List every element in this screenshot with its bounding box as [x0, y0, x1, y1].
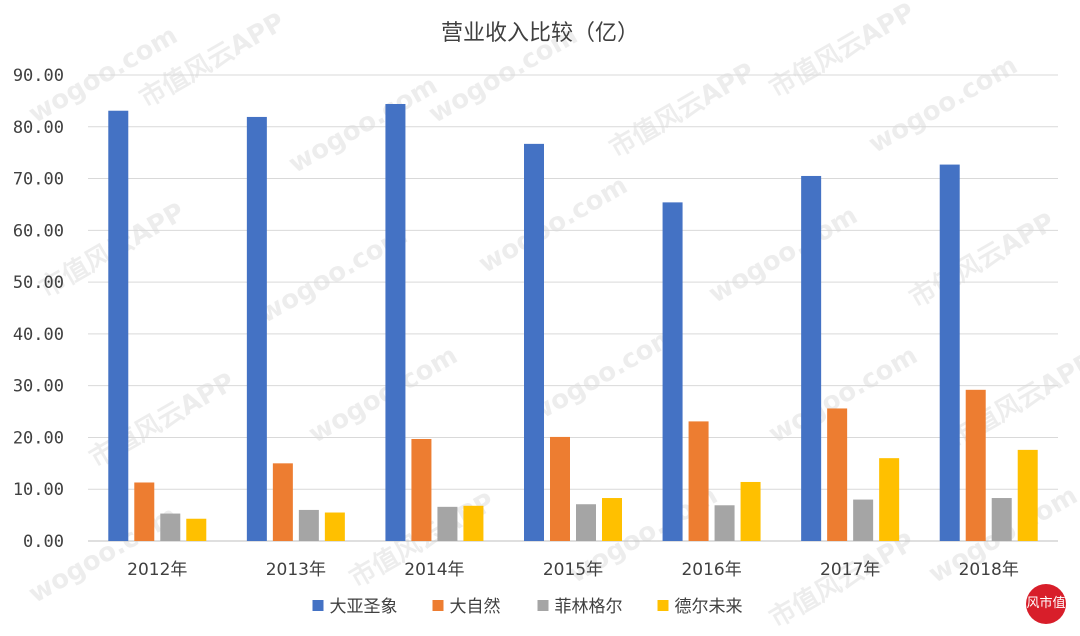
legend-swatch: [312, 600, 324, 611]
legend-swatch: [657, 600, 669, 611]
bar-菲林格尔-2015年: [576, 504, 596, 541]
bar-德尔未来-2014年: [463, 505, 484, 541]
x-tick-label: 2014年: [404, 560, 464, 580]
y-axis: 0.00 10.00 20.00 30.00 40.00 50.00 60.00 70.00 8…: [13, 66, 64, 552]
legend-swatch: [537, 600, 549, 611]
bar-大自然-2018年: [965, 389, 986, 541]
bar-德尔未来-2013年: [324, 512, 345, 541]
y-tick-label: 30.00: [13, 377, 64, 397]
bar-大亚圣象-2013年: [246, 116, 267, 541]
x-axis: 2012年 2013年 2014年 2015年 2016年 2017年 2018年: [127, 560, 1019, 580]
bar-大自然-2013年: [272, 463, 293, 541]
bar-菲林格尔-2012年: [160, 513, 181, 541]
bar-菲林格尔-2014年: [437, 506, 458, 541]
bar-德尔未来-2018年: [1017, 449, 1038, 541]
bar-大亚圣象-2017年: [801, 175, 822, 541]
chart-title: 营业收入比较（亿）: [441, 21, 639, 46]
bar-大亚圣象-2018年: [939, 164, 960, 541]
bar-德尔未来-2016年: [740, 481, 761, 541]
x-tick-label: 2016年: [681, 560, 741, 580]
y-tick-label: 80.00: [13, 118, 64, 138]
bar-大自然-2012年: [134, 482, 155, 541]
bar-德尔未来-2012年: [186, 518, 207, 541]
x-tick-label: 2015年: [543, 560, 603, 580]
legend-label: 菲林格尔: [555, 597, 623, 617]
legend-label: 大亚圣象: [330, 597, 398, 617]
y-tick-label: 0.00: [23, 532, 64, 552]
x-tick-label: 2012年: [127, 560, 187, 580]
y-tick-label: 60.00: [13, 221, 64, 241]
y-tick-label: 20.00: [13, 428, 64, 448]
brand-logo: 风市值: [1026, 584, 1066, 624]
bar-菲林格尔-2018年: [991, 498, 1012, 541]
bar-大亚圣象-2012年: [108, 110, 129, 541]
bar-大自然-2015年: [550, 436, 570, 541]
y-tick-label: 40.00: [13, 325, 64, 345]
y-tick-label: 70.00: [13, 170, 64, 190]
bar-菲林格尔-2013年: [298, 509, 319, 541]
bar-大自然-2016年: [688, 421, 709, 541]
legend-label: 大自然: [450, 597, 501, 617]
x-tick-label: 2018年: [959, 560, 1019, 580]
gridlines: [88, 74, 1058, 542]
legend: 大亚圣象 大自然 菲林格尔 德尔未来: [312, 597, 743, 617]
bar-大亚圣象-2014年: [385, 103, 406, 542]
bar-德尔未来-2017年: [879, 458, 900, 541]
bar-大亚圣象-2016年: [662, 202, 683, 541]
y-tick-label: 50.00: [13, 273, 64, 293]
bars: [108, 103, 1038, 542]
bar-德尔未来-2015年: [602, 498, 622, 541]
legend-swatch: [432, 600, 444, 611]
y-tick-label: 90.00: [13, 66, 64, 86]
bar-菲林格尔-2016年: [714, 505, 735, 541]
bar-大亚圣象-2015年: [524, 143, 544, 541]
bar-大自然-2014年: [411, 438, 432, 541]
y-tick-label: 10.00: [13, 480, 64, 500]
bar-大自然-2017年: [827, 408, 848, 541]
x-tick-label: 2017年: [820, 560, 880, 580]
legend-label: 德尔未来: [675, 597, 743, 617]
bar-菲林格尔-2017年: [853, 499, 874, 541]
x-tick-label: 2013年: [266, 560, 326, 580]
